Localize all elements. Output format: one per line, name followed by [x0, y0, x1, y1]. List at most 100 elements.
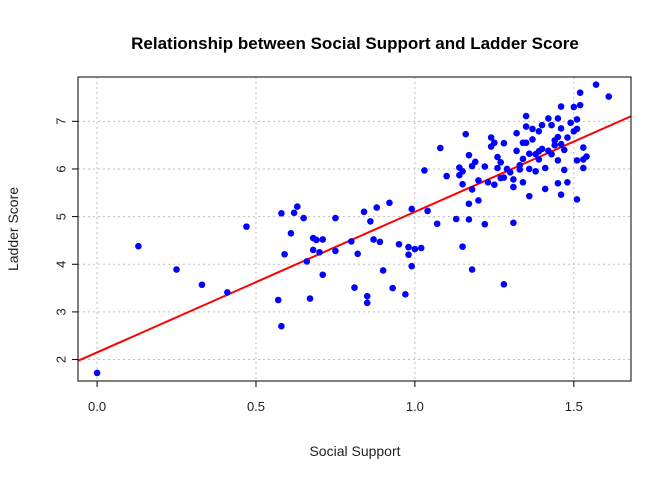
data-point-117 [554, 157, 562, 164]
data-point-53 [459, 243, 466, 250]
y-tick-label-3: 5 [53, 213, 68, 220]
data-point-50 [452, 215, 460, 223]
data-point-35 [386, 199, 393, 207]
data-point-91 [519, 179, 527, 186]
data-point-140 [592, 81, 600, 88]
data-point-138 [580, 164, 587, 172]
data-point-31 [370, 236, 377, 243]
data-point-134 [576, 101, 584, 109]
data-point-38 [402, 290, 409, 298]
data-point-26 [354, 250, 361, 258]
data-point-139 [583, 153, 590, 160]
data-point-5 [243, 223, 250, 230]
data-point-0 [93, 369, 101, 377]
data-point-42 [408, 262, 416, 270]
data-point-120 [557, 125, 565, 132]
data-point-49 [443, 172, 450, 180]
data-point-44 [417, 244, 425, 252]
data-point-130 [573, 125, 581, 133]
data-point-97 [525, 192, 533, 200]
data-point-82 [510, 219, 517, 227]
data-point-132 [573, 157, 581, 164]
data-point-73 [494, 153, 501, 161]
data-point-18 [313, 236, 320, 244]
data-point-43 [411, 245, 419, 253]
data-point-10 [287, 229, 295, 237]
data-point-37 [395, 240, 403, 248]
data-point-30 [367, 218, 374, 225]
y-tick-label-0: 2 [53, 356, 68, 363]
y-tick-label-1: 3 [53, 308, 68, 315]
data-point-119 [557, 103, 565, 110]
data-point-70 [487, 134, 495, 141]
data-point-85 [513, 147, 520, 155]
data-point-101 [532, 168, 539, 175]
data-point-111 [548, 150, 555, 158]
data-point-123 [560, 146, 568, 154]
data-point-112 [548, 121, 555, 129]
data-point-118 [554, 179, 562, 187]
y-axis-label: Ladder Score [5, 187, 21, 271]
data-point-22 [332, 214, 339, 222]
data-point-58 [465, 200, 473, 208]
x-tick-label-0: 0.0 [88, 399, 106, 414]
data-point-114 [551, 141, 559, 149]
data-points [93, 81, 613, 377]
y-tick-label-5: 7 [53, 118, 68, 125]
x-tick-label-3: 1.5 [565, 399, 583, 414]
data-point-102 [535, 156, 543, 163]
x-tick-label-2: 1.0 [406, 399, 424, 414]
data-point-88 [516, 166, 524, 173]
data-point-107 [541, 164, 549, 172]
data-point-32 [373, 204, 381, 211]
data-point-14 [303, 258, 311, 265]
data-point-81 [506, 168, 514, 176]
data-point-108 [541, 185, 549, 193]
data-point-90 [519, 155, 527, 163]
plot-frame [77, 76, 632, 382]
data-point-128 [570, 103, 578, 111]
data-point-46 [424, 207, 431, 215]
data-point-61 [468, 266, 476, 273]
data-point-133 [573, 116, 581, 123]
data-point-39 [405, 243, 412, 251]
data-point-15 [306, 295, 314, 302]
grid-lines [78, 77, 631, 381]
data-point-16 [309, 246, 317, 254]
data-point-141 [605, 93, 613, 100]
y-tick-label-2: 4 [53, 261, 68, 268]
data-point-131 [573, 196, 581, 203]
data-point-96 [525, 165, 533, 173]
data-point-99 [529, 136, 536, 143]
x-axis-label: Social Support [309, 443, 400, 459]
data-point-2 [173, 266, 180, 273]
data-point-9 [281, 250, 288, 258]
chart-title: Relationship between Social Support and … [131, 34, 579, 53]
data-point-11 [290, 209, 298, 217]
data-point-110 [545, 115, 552, 122]
data-point-66 [481, 220, 489, 228]
data-point-121 [557, 140, 565, 148]
data-point-63 [471, 158, 479, 166]
data-point-6 [274, 296, 282, 304]
data-point-98 [529, 125, 536, 133]
data-point-92 [522, 112, 530, 120]
data-point-125 [564, 179, 571, 186]
data-point-55 [459, 168, 466, 175]
data-point-83 [510, 183, 517, 191]
x-tick-label-1: 0.5 [247, 399, 265, 414]
data-point-77 [500, 174, 508, 181]
data-point-103 [535, 128, 543, 135]
data-point-84 [510, 176, 517, 183]
data-point-36 [389, 284, 396, 292]
data-point-47 [433, 220, 441, 228]
data-point-64 [475, 197, 482, 204]
data-point-94 [522, 139, 530, 147]
data-point-34 [379, 267, 387, 274]
data-point-48 [437, 144, 444, 152]
data-point-45 [421, 167, 428, 174]
data-point-86 [513, 129, 520, 137]
y-axis: 2 3 4 5 6 7 [53, 118, 79, 363]
data-point-4 [224, 289, 231, 296]
